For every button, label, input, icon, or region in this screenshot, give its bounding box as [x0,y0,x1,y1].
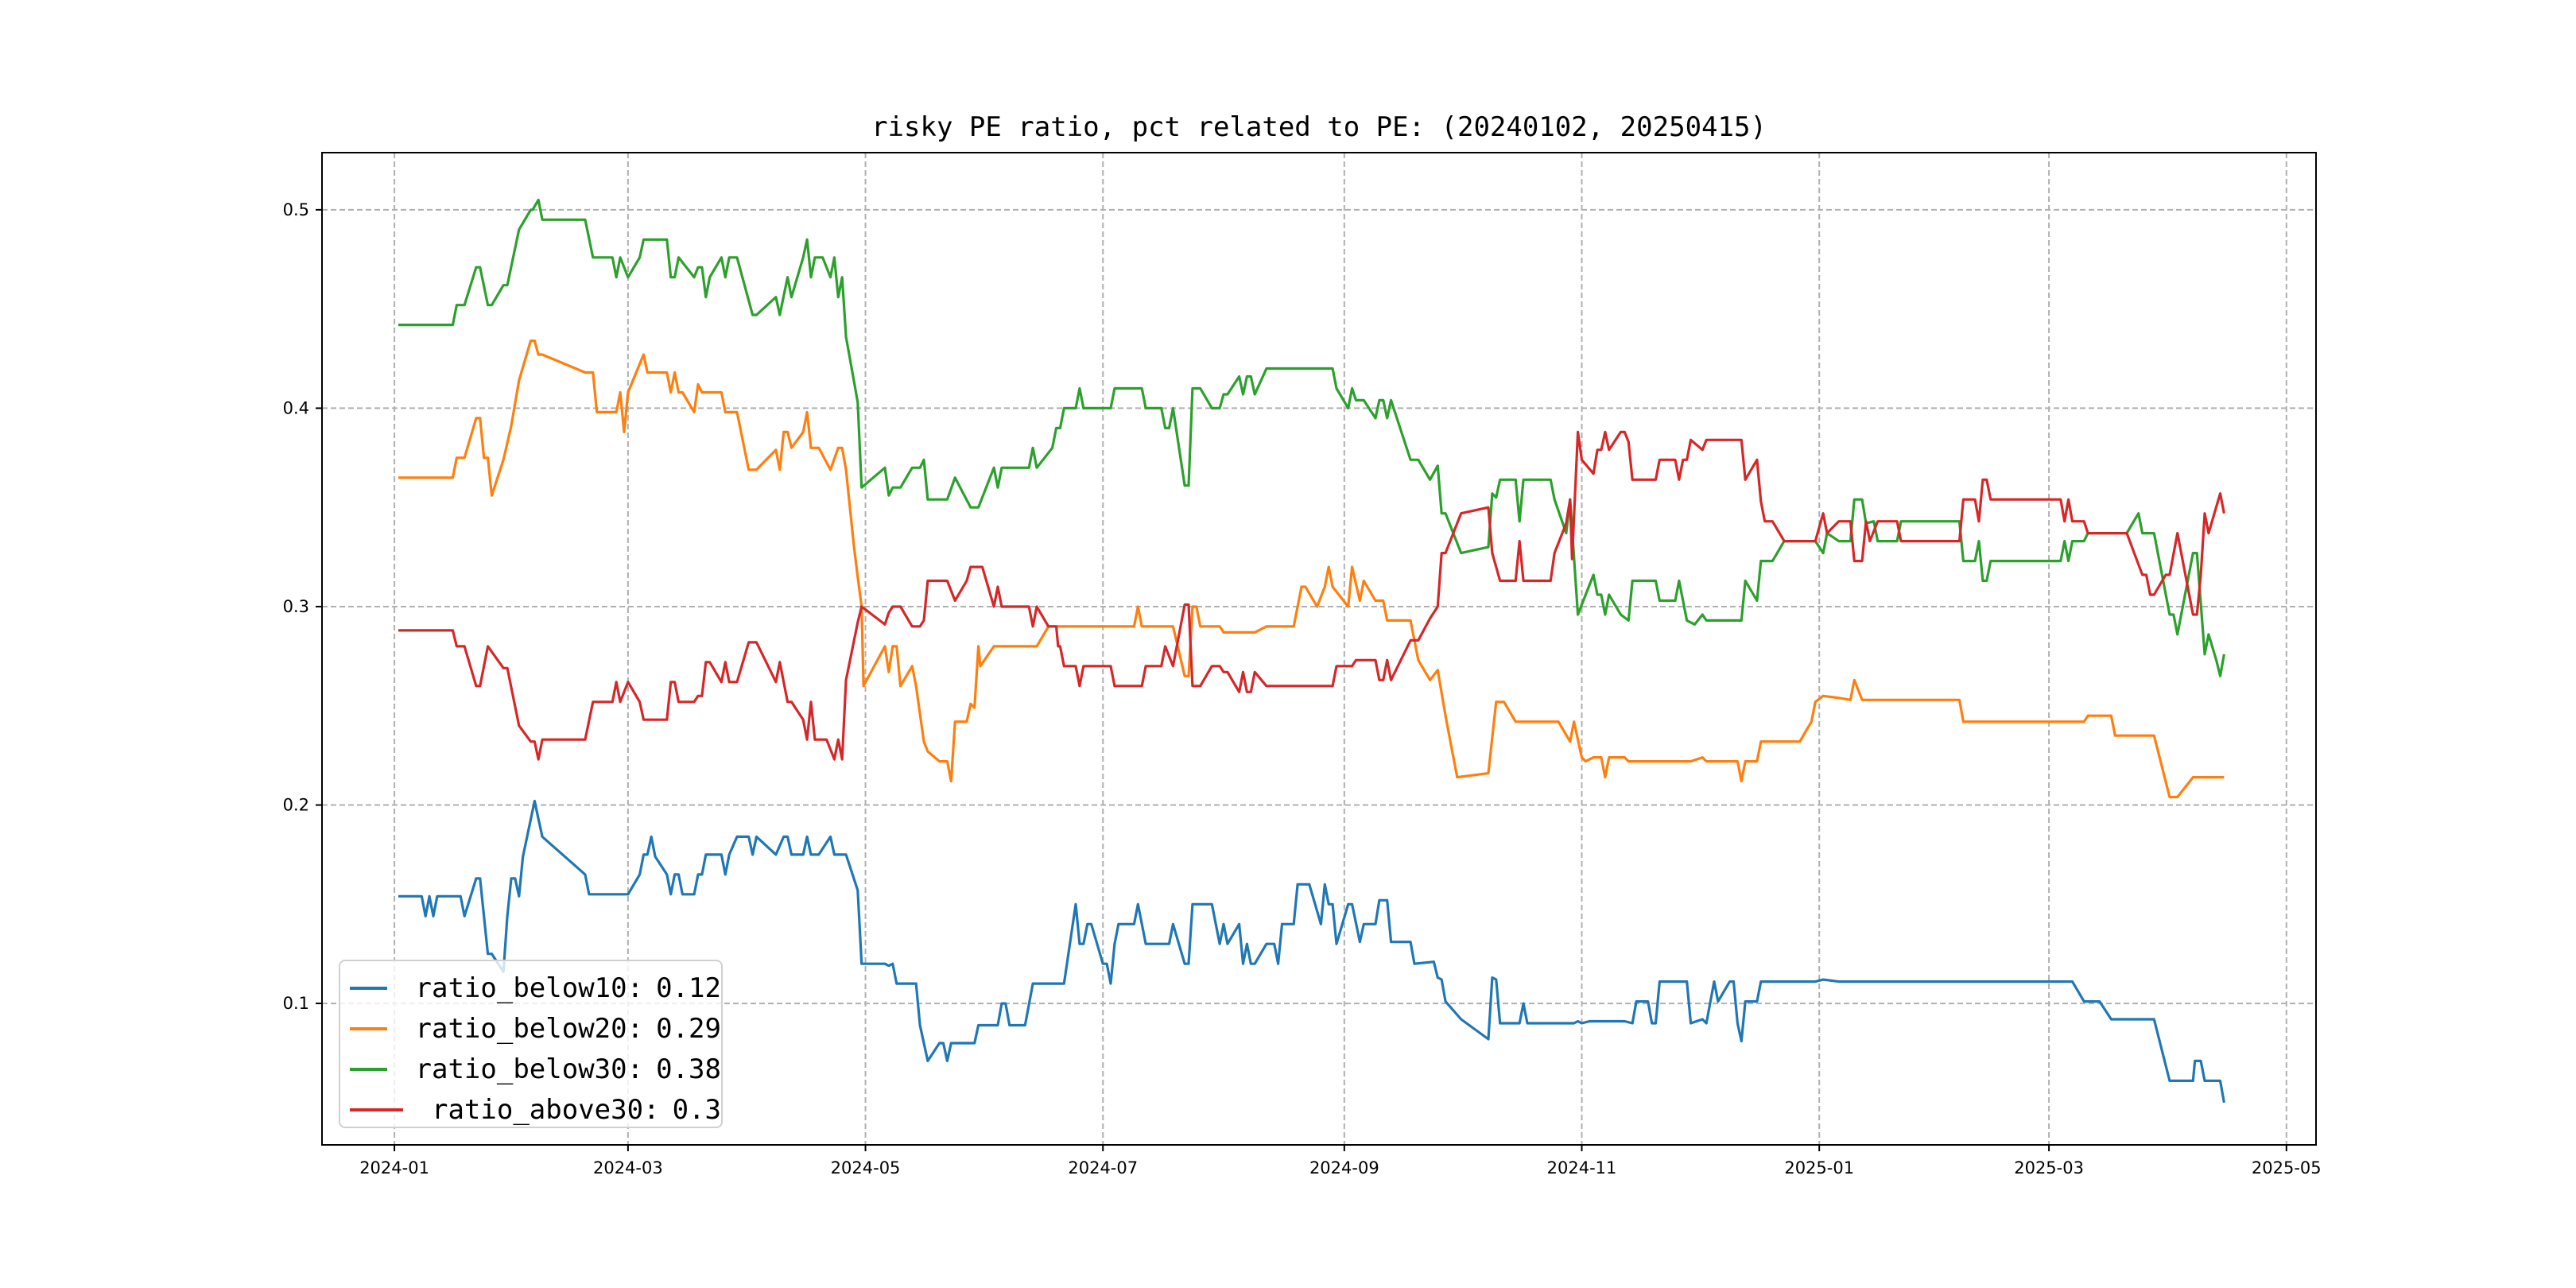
legend-value: 0.12 [656,972,721,1004]
chart-title: risky PE ratio, pct related to PE: (2024… [871,111,1767,143]
legend-colon: : [627,1012,644,1045]
x-tick-label: 2024-11 [1547,1158,1617,1177]
y-tick-label: 0.3 [283,597,309,616]
y-tick-label: 0.1 [283,994,309,1013]
y-axis: 0.1 0.2 0.3 0.4 0.5 [283,200,322,1013]
series-line-ratio-below20 [398,339,2225,799]
legend-swatch [350,1108,403,1111]
y-tick-label: 0.4 [283,398,309,417]
series-line-ratio-below10 [398,799,2225,1104]
plot-frame [321,152,2317,1146]
legend-colon: : [627,1053,644,1085]
legend-value: 0.38 [656,1053,721,1085]
x-tick-label: 2025-01 [1784,1158,1854,1177]
legend-item-ratio-below10: ratio_below10: 0.12 [340,968,721,1008]
y-tick-label: 0.2 [283,796,309,815]
series-lines [398,198,2225,1104]
x-tick-label: 2024-07 [1068,1158,1138,1177]
x-tick-label: 2024-01 [359,1158,429,1177]
series-line-ratio-below30 [398,198,2225,677]
y-tick-label: 0.5 [283,200,309,219]
legend: ratio_below10: 0.12 ratio_below20: 0.29 … [339,960,723,1128]
legend-swatch [350,986,387,990]
legend-swatch [350,1026,387,1030]
legend-label: ratio_below30 [415,1053,627,1085]
series-line-ratio-above30 [398,430,2225,761]
x-tick-label: 2025-03 [2014,1158,2084,1177]
x-tick-label: 2025-05 [2252,1158,2322,1177]
legend-item-ratio-below20: ratio_below20: 0.29 [340,1008,721,1049]
legend-swatch [350,1067,387,1071]
x-tick-label: 2024-09 [1309,1158,1379,1177]
x-tick-label: 2024-03 [593,1158,663,1177]
legend-item-ratio-below30: ratio_below30: 0.38 [340,1049,721,1089]
legend-label: ratio_above30 [431,1093,644,1126]
x-axis: 2024-01 2024-03 2024-05 2024-07 2024-09 2024-… [359,1145,2322,1177]
x-tick-label: 2024-05 [831,1158,901,1177]
legend-item-ratio-above30: ratio_above30: 0.3 [340,1089,721,1130]
legend-colon: : [643,1093,660,1126]
legend-label: ratio_below20 [415,1012,627,1045]
legend-label: ratio_below10 [415,972,627,1004]
legend-value: 0.29 [656,1012,721,1045]
legend-value: 0.3 [672,1093,721,1126]
legend-colon: : [627,972,644,1004]
